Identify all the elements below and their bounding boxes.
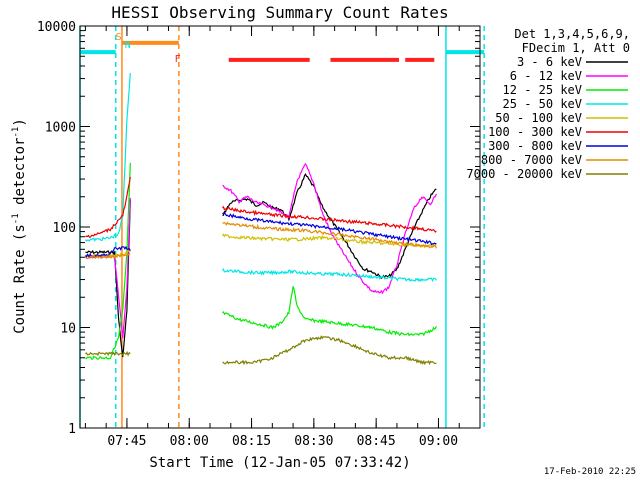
footer-stamp: 17-Feb-2010 22:25 (544, 467, 636, 477)
series-line-3-1 (222, 268, 437, 283)
x-tick-label: 08:15 (232, 434, 271, 449)
axes-layer: 1 10 100 1000 10000 07:45 08:00 08:15 08:30 08:45… (37, 20, 481, 449)
y-axis-label-mid: detector (12, 138, 28, 214)
x-tick-label: 08:45 (357, 434, 396, 449)
y-axis-label-end: ) (12, 118, 28, 126)
legend-entry-label: 800 - 7000 keV (481, 153, 582, 167)
legend-entry-label: 100 - 300 keV (488, 125, 582, 139)
y-tick-label: 1 (68, 422, 76, 437)
legend-header-line1: Det 1,3,4,5,6,9, (514, 27, 630, 41)
legend-entry-label: 6 - 12 keV (510, 69, 582, 83)
x-tick-label: 07:45 (107, 434, 146, 449)
plot-area (79, 26, 485, 428)
y-axis-label-sup1: -1 (11, 213, 21, 224)
flag-letter-s: S (116, 32, 122, 43)
series-line-5-1 (222, 205, 437, 233)
x-tick-label: 08:30 (294, 434, 333, 449)
series-line-6-1 (222, 212, 437, 246)
y-axis-label-sup2: -1 (11, 127, 21, 138)
legend-entry-label: 12 - 25 keV (503, 83, 582, 97)
y-tick-label: 10000 (37, 20, 76, 35)
flag-letter-n: N (125, 40, 131, 51)
series-line-2-1 (222, 286, 437, 337)
series-line-0-1 (222, 172, 437, 280)
legend-entry-label: 7000 - 20000 keV (466, 167, 582, 181)
series-line-4-1 (222, 233, 437, 249)
legend-entry-label: 300 - 800 keV (488, 139, 582, 153)
x-tick-label: 09:00 (419, 434, 458, 449)
chart-title: HESSI Observing Summary Count Rates (111, 3, 448, 22)
series-line-1-0 (85, 197, 131, 339)
y-tick-label: 100 (53, 221, 76, 236)
x-axis-label: Start Time (12-Jan-05 07:33:42) (149, 455, 410, 471)
series-line-8-1 (222, 334, 437, 366)
y-tick-label: 1000 (45, 121, 76, 136)
series-line-5-0 (85, 176, 131, 239)
y-tick-label: 10 (60, 322, 76, 337)
series-line-7-0 (84, 253, 131, 260)
x-tick-label: 08:00 (170, 434, 209, 449)
y-axis-label-main: Count Rate (s (12, 224, 28, 334)
legend-entry-label: 3 - 6 keV (517, 55, 582, 69)
legend: Det 1,3,4,5,6,9, FDecim 1, Att 0 3 - 6 k… (466, 27, 630, 181)
y-axis-label: Count Rate (s-1 detector-1) (11, 118, 28, 334)
flag-letter-f: F (175, 54, 181, 65)
legend-entry-label: 25 - 50 keV (503, 97, 582, 111)
series-line-2-0 (85, 162, 131, 360)
series-layer (84, 73, 437, 366)
series-line-8-0 (85, 350, 131, 357)
plot-frame (79, 25, 481, 429)
legend-entry-label: 50 - 100 keV (495, 111, 582, 125)
flag-layer: SN F (80, 32, 485, 65)
series-line-7-1 (222, 221, 437, 249)
legend-header-line2: FDecim 1, Att 0 (522, 41, 630, 55)
series-line-3-0 (84, 73, 131, 243)
